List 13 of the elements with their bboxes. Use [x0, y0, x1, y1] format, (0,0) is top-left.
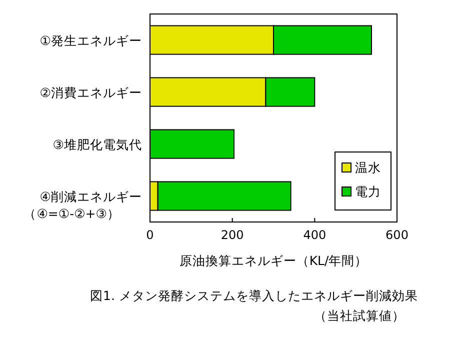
x-tick-label: 600 — [386, 228, 408, 242]
y-tick-label: ①発生エネルギー — [40, 33, 142, 48]
x-tick-label: 200 — [220, 228, 244, 242]
legend-label: 温水 — [355, 160, 381, 175]
x-tick-label: 0 — [146, 228, 154, 242]
y-tick-label: ②消費エネルギー — [40, 85, 142, 100]
x-tick-label: 400 — [303, 228, 326, 242]
caption: 図1. メタン発酵システムを導入したエネルギー削減効果 — [90, 288, 418, 303]
x-axis-title: 原油換算エネルギー（KL/年間） — [179, 253, 368, 268]
y-tick-label: ④削減エネルギー（④=①-②+③） — [24, 189, 142, 221]
y-tick-label: ③堆肥化電気代 — [52, 137, 142, 152]
legend-label: 電力 — [355, 184, 381, 199]
text: （当社試算値） — [314, 308, 405, 323]
